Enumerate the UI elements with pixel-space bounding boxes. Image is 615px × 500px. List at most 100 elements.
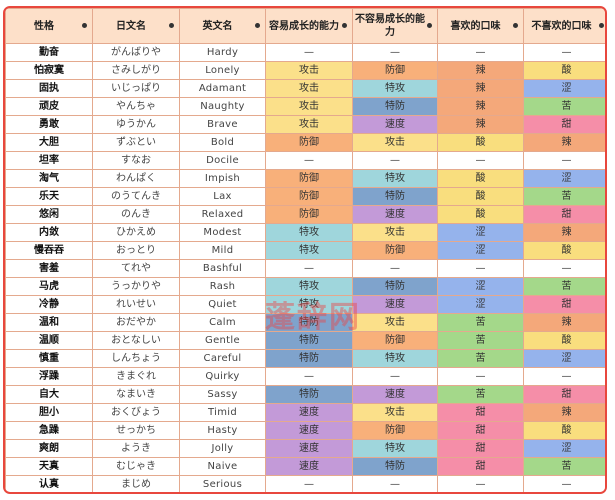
header-label: 容易成长的能力: [269, 20, 339, 32]
table-row: 顽皮 やんちゃ Naughty 攻击 特防辣苦: [5, 97, 605, 116]
cell-decreased-stat: —: [352, 43, 438, 62]
cell-decreased-stat: 特防: [352, 187, 438, 206]
cell-decreased-stat: 攻击: [352, 133, 438, 152]
cell-liked-flavor: 涩: [437, 241, 524, 260]
table-row: 胆小 おくびょう Timid 速度 攻击甜辣: [5, 403, 605, 422]
table-row: 马虎 うっかりや Rash 特攻 特防涩苦: [5, 277, 605, 296]
cell-nature-name: 急躁: [5, 421, 93, 440]
sort-dot-icon[interactable]: [513, 23, 518, 28]
cell-liked-flavor: 涩: [437, 277, 524, 296]
cell-english-name: Impish: [179, 169, 266, 188]
table-row: 自大 なまいき Sassy 特防 速度苦甜: [5, 385, 605, 404]
cell-liked-flavor: 酸: [437, 187, 524, 206]
header-label: 英文名: [202, 20, 233, 32]
table-row: 坦率 すなお Docile — — — —: [5, 151, 605, 170]
cell-japanese-name: なまいき: [92, 385, 180, 404]
cell-liked-flavor: 涩: [437, 295, 524, 314]
cell-japanese-name: てれや: [92, 259, 180, 278]
column-header-increased-stat[interactable]: 容易成长的能力: [265, 8, 353, 44]
column-header-japanese-name[interactable]: 日文名: [92, 8, 180, 44]
cell-english-name: Bashful: [179, 259, 266, 278]
cell-nature-name: 勇敢: [5, 115, 93, 134]
table-row: 固执 いじっぱり Adamant 攻击 特攻辣涩: [5, 79, 605, 98]
header-row: 性格 日文名 英文名 容易成长的能力 不容易成长的能力 喜欢的口味 不喜欢的口味: [5, 8, 605, 44]
cell-decreased-stat: 特攻: [352, 439, 438, 458]
cell-decreased-stat: —: [352, 259, 438, 278]
header-label: 性格: [34, 20, 54, 32]
cell-liked-flavor: 苦: [437, 349, 524, 368]
sort-dot-icon[interactable]: [82, 23, 87, 28]
table-row: 天真 むじゃき Naive 速度 特防甜苦: [5, 457, 605, 476]
cell-decreased-stat: 攻击: [352, 223, 438, 242]
table-row: 害羞 てれや Bashful — — — —: [5, 259, 605, 278]
cell-disliked-flavor: 涩: [523, 349, 605, 368]
cell-disliked-flavor: 辣: [523, 223, 605, 242]
cell-english-name: Serious: [179, 475, 266, 492]
cell-nature-name: 自大: [5, 385, 93, 404]
column-header-disliked-flavor[interactable]: 不喜欢的口味: [523, 8, 605, 44]
cell-nature-name: 胆小: [5, 403, 93, 422]
cell-english-name: Quiet: [179, 295, 266, 314]
cell-disliked-flavor: 酸: [523, 421, 605, 440]
table-row: 认真 まじめ Serious — — — —: [5, 475, 605, 492]
column-header-english-name[interactable]: 英文名: [179, 8, 266, 44]
cell-increased-stat: 速度: [265, 403, 353, 422]
cell-liked-flavor: 酸: [437, 205, 524, 224]
cell-english-name: Jolly: [179, 439, 266, 458]
cell-increased-stat: 防御: [265, 169, 353, 188]
header-label: 不容易成长的能力: [355, 14, 425, 38]
cell-increased-stat: 防御: [265, 205, 353, 224]
cell-disliked-flavor: —: [523, 475, 605, 492]
cell-increased-stat: —: [265, 475, 353, 492]
cell-decreased-stat: —: [352, 151, 438, 170]
cell-disliked-flavor: 甜: [523, 115, 605, 134]
cell-nature-name: 爽朗: [5, 439, 93, 458]
cell-english-name: Calm: [179, 313, 266, 332]
cell-english-name: Hasty: [179, 421, 266, 440]
cell-japanese-name: おくびょう: [92, 403, 180, 422]
table-body: 勤奋 がんばりや Hardy — — — — 怕寂寞 さみしがり Lonely 攻击 防御辣酸固执 いじ…: [5, 43, 605, 492]
cell-increased-stat: 攻击: [265, 61, 353, 80]
column-header-decreased-stat[interactable]: 不容易成长的能力: [352, 8, 438, 44]
sort-dot-icon[interactable]: [255, 23, 260, 28]
cell-disliked-flavor: 辣: [523, 133, 605, 152]
cell-liked-flavor: 甜: [437, 403, 524, 422]
cell-disliked-flavor: 辣: [523, 403, 605, 422]
cell-liked-flavor: 甜: [437, 439, 524, 458]
sort-dot-icon[interactable]: [169, 23, 174, 28]
table-row: 浮躁 きまぐれ Quirky — — — —: [5, 367, 605, 386]
sort-dot-icon[interactable]: [599, 23, 604, 28]
cell-decreased-stat: 特防: [352, 97, 438, 116]
cell-increased-stat: 速度: [265, 457, 353, 476]
cell-disliked-flavor: 酸: [523, 331, 605, 350]
cell-decreased-stat: 特防: [352, 277, 438, 296]
sort-dot-icon[interactable]: [427, 23, 432, 28]
cell-disliked-flavor: 酸: [523, 241, 605, 260]
header-label: 日文名: [116, 20, 146, 32]
cell-english-name: Sassy: [179, 385, 266, 404]
column-header-nature[interactable]: 性格: [5, 8, 93, 44]
cell-decreased-stat: 特攻: [352, 349, 438, 368]
cell-nature-name: 怕寂寞: [5, 61, 93, 80]
sort-dot-icon[interactable]: [342, 23, 347, 28]
cell-nature-name: 乐天: [5, 187, 93, 206]
cell-disliked-flavor: 苦: [523, 187, 605, 206]
cell-increased-stat: 攻击: [265, 97, 353, 116]
cell-decreased-stat: 特防: [352, 457, 438, 476]
cell-nature-name: 温顺: [5, 331, 93, 350]
table-row: 勇敢 ゆうかん Brave 攻击 速度辣甜: [5, 115, 605, 134]
cell-nature-name: 害羞: [5, 259, 93, 278]
cell-nature-name: 马虎: [5, 277, 93, 296]
cell-disliked-flavor: 辣: [523, 313, 605, 332]
cell-disliked-flavor: 甜: [523, 385, 605, 404]
cell-decreased-stat: 防御: [352, 61, 438, 80]
cell-increased-stat: 特防: [265, 313, 353, 332]
table-row: 慢吞吞 おっとり Mild 特攻 防御涩酸: [5, 241, 605, 260]
cell-increased-stat: 速度: [265, 421, 353, 440]
cell-disliked-flavor: —: [523, 151, 605, 170]
cell-decreased-stat: 速度: [352, 205, 438, 224]
cell-english-name: Brave: [179, 115, 266, 134]
column-header-liked-flavor[interactable]: 喜欢的口味: [437, 8, 524, 44]
cell-increased-stat: 速度: [265, 439, 353, 458]
cell-decreased-stat: 防御: [352, 421, 438, 440]
